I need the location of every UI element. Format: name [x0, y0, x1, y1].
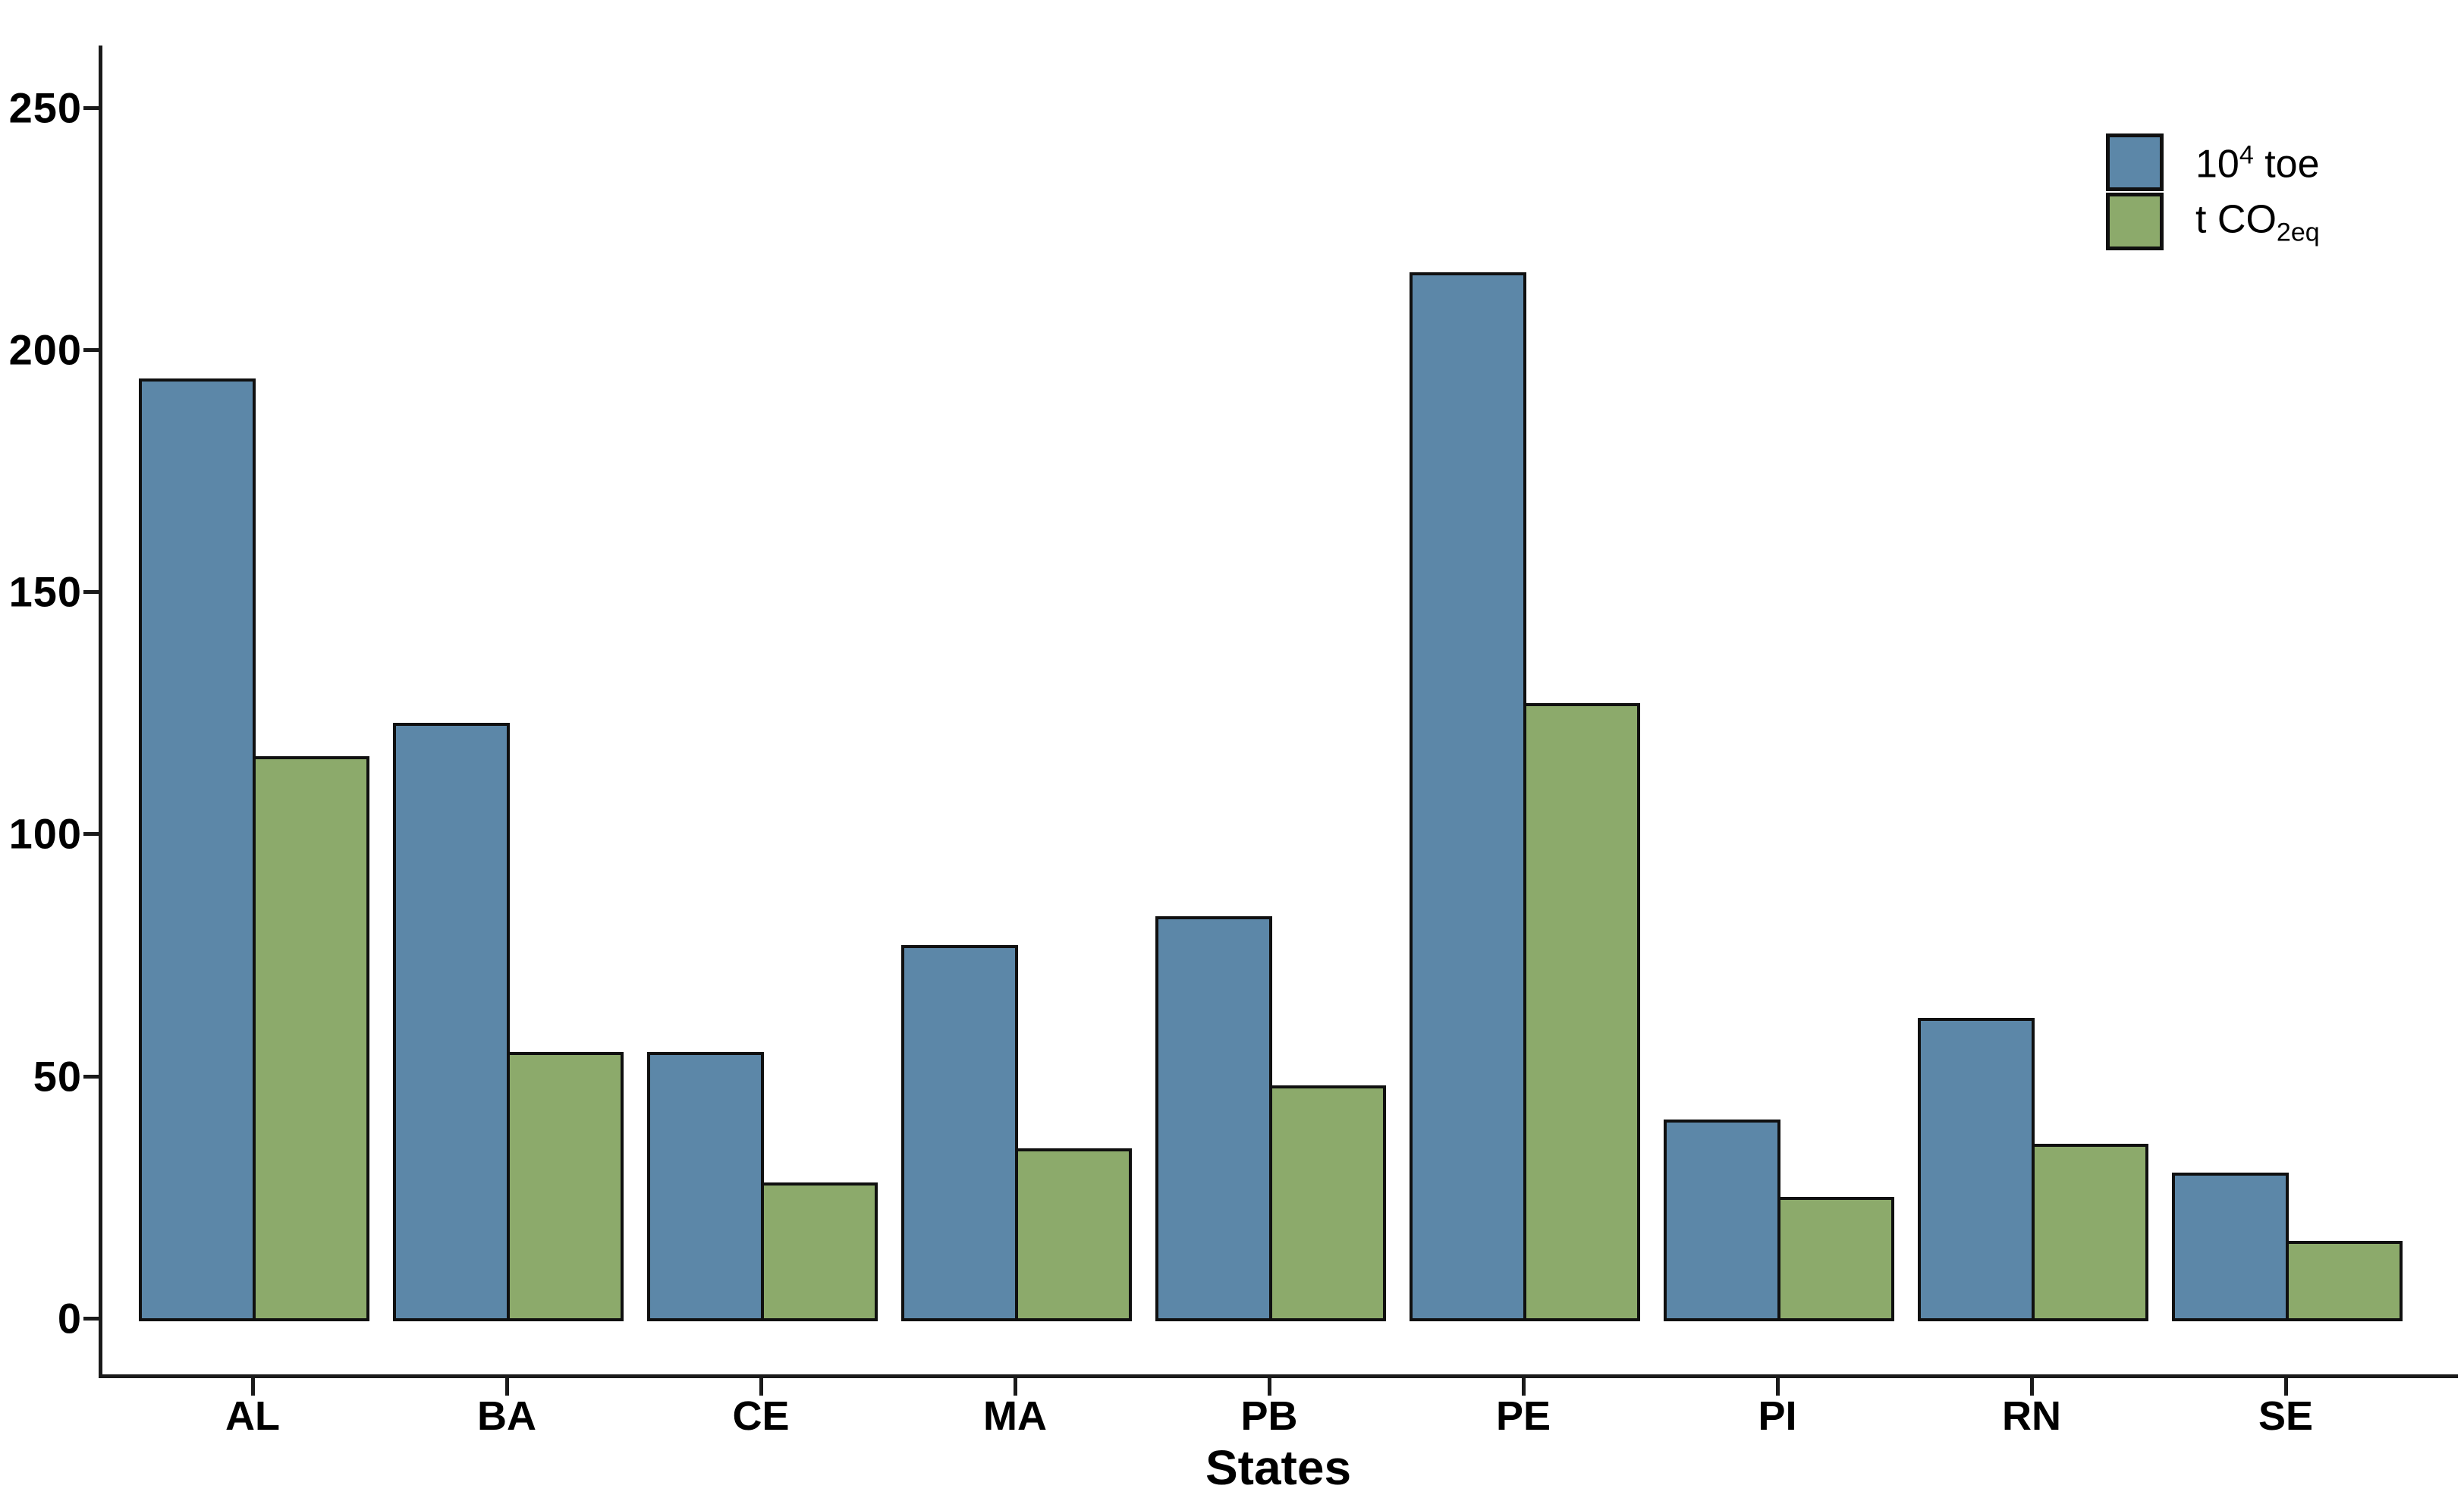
bar-pb-co2eq — [1269, 1085, 1386, 1321]
x-tick-label-pe: PE — [1495, 1393, 1551, 1439]
y-tick-label-0: 0 — [57, 1294, 82, 1343]
x-tick-rn — [2030, 1376, 2034, 1396]
bar-ba-co2eq — [507, 1051, 624, 1321]
x-tick-pi — [1776, 1376, 1780, 1396]
x-tick-label-pb: PB — [1240, 1393, 1298, 1439]
bar-se-co2eq — [2286, 1240, 2403, 1321]
x-tick-ce — [759, 1376, 763, 1396]
y-tick-label-250: 250 — [8, 83, 82, 131]
bar-pe-co2eq — [1523, 702, 1640, 1321]
y-tick-label-150: 150 — [8, 567, 82, 616]
y-axis-line — [99, 46, 102, 1377]
x-tick-label-pi: PI — [1758, 1393, 1797, 1439]
bar-se-toe — [2172, 1173, 2289, 1321]
bar-ma-toe — [901, 945, 1018, 1321]
y-tick-100 — [83, 832, 100, 837]
x-tick-label-rn: RN — [2002, 1393, 2061, 1439]
y-tick-150 — [83, 590, 100, 595]
bar-pi-toe — [1664, 1120, 1780, 1321]
x-tick-al — [251, 1376, 255, 1396]
x-tick-label-se: SE — [2258, 1393, 2314, 1439]
x-tick-label-al: AL — [225, 1393, 280, 1439]
bar-ba-toe — [393, 722, 510, 1321]
x-tick-pb — [1268, 1376, 1271, 1396]
legend-swatch-co2eq — [2106, 193, 2164, 250]
bar-ce-toe — [647, 1051, 764, 1321]
x-tick-label-ce: CE — [732, 1393, 790, 1439]
legend-label-toe: 104 toe — [2195, 140, 2320, 187]
bar-al-toe — [139, 378, 256, 1321]
bar-ce-co2eq — [761, 1182, 878, 1321]
x-axis-line — [99, 1374, 2458, 1378]
y-tick-250 — [83, 105, 100, 110]
bar-pi-co2eq — [1777, 1197, 1894, 1321]
x-tick-pe — [1522, 1376, 1526, 1396]
bar-pb-toe — [1155, 915, 1272, 1321]
x-tick-label-ma: MA — [983, 1393, 1047, 1439]
bar-rn-toe — [1918, 1018, 2035, 1321]
x-tick-se — [2284, 1376, 2288, 1396]
bar-ma-co2eq — [1015, 1148, 1132, 1321]
y-tick-200 — [83, 347, 100, 352]
y-tick-label-200: 200 — [8, 325, 82, 374]
y-tick-label-50: 50 — [33, 1052, 82, 1101]
bar-rn-co2eq — [2032, 1144, 2148, 1321]
legend-label-co2eq: t CO2eq — [2195, 197, 2320, 247]
y-tick-0 — [83, 1317, 100, 1321]
x-tick-ba — [505, 1376, 509, 1396]
x-axis-title: States — [1205, 1440, 1352, 1495]
legend-swatch-toe — [2106, 133, 2164, 191]
bar-pe-toe — [1410, 272, 1526, 1321]
x-tick-label-ba: BA — [477, 1393, 536, 1439]
y-tick-label-100: 100 — [8, 809, 82, 858]
bar-al-co2eq — [253, 756, 369, 1321]
x-tick-ma — [1014, 1376, 1017, 1396]
y-tick-50 — [83, 1074, 100, 1079]
